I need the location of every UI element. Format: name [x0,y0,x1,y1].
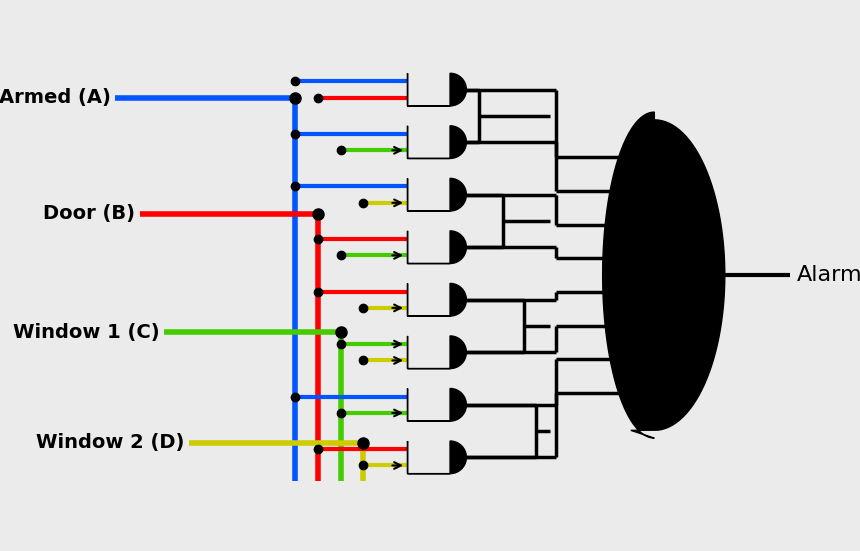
Text: Alarm: Alarm [796,265,860,285]
PathPatch shape [603,112,725,438]
Text: Window 2 (D): Window 2 (D) [36,433,184,452]
PathPatch shape [408,179,466,211]
PathPatch shape [408,441,466,474]
PathPatch shape [408,126,466,159]
PathPatch shape [408,336,466,369]
PathPatch shape [408,283,466,316]
PathPatch shape [408,231,466,263]
Text: Armed (A): Armed (A) [0,88,111,107]
PathPatch shape [408,388,466,421]
Text: Window 1 (C): Window 1 (C) [13,323,160,342]
Text: Door (B): Door (B) [43,204,135,223]
PathPatch shape [408,73,466,106]
